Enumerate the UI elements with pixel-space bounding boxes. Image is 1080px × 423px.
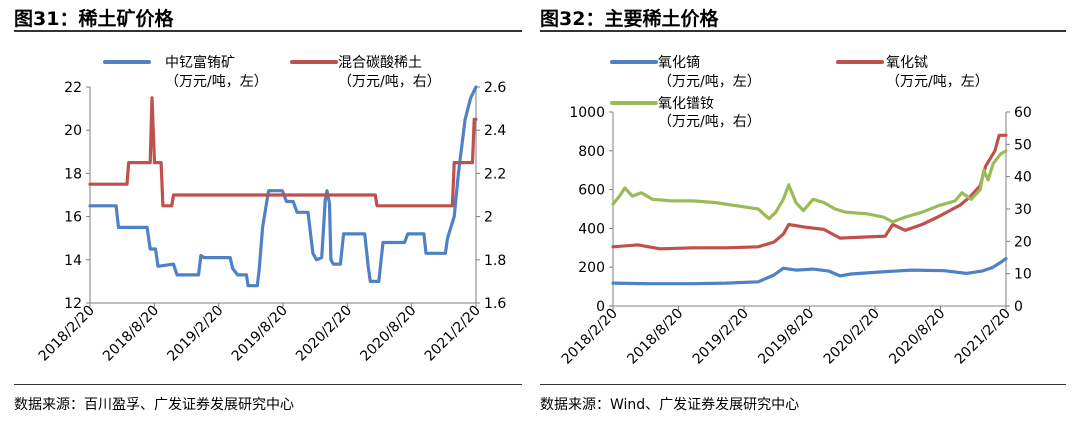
y-tick-label-right: 0 bbox=[1014, 299, 1023, 315]
x-tick-label: 2020/8/20 bbox=[357, 303, 419, 365]
y-tick-label-right: 2.2 bbox=[484, 166, 506, 182]
source-note: 数据来源：Wind、广发证券发展研究中心 bbox=[540, 397, 800, 413]
x-tick-label: 2019/2/20 bbox=[164, 303, 226, 365]
series-line bbox=[611, 149, 1008, 224]
series-line bbox=[88, 85, 478, 288]
x-tick-label: 2021/2/20 bbox=[952, 306, 1014, 368]
y-tick-label-right: 1.6 bbox=[484, 296, 506, 312]
y-tick-label-left: 22 bbox=[64, 80, 82, 96]
series-line bbox=[611, 133, 1008, 251]
x-tick-label: 2020/2/20 bbox=[293, 303, 355, 365]
y-tick-label-left: 0 bbox=[596, 299, 605, 315]
y-tick-label-left: 200 bbox=[578, 260, 605, 276]
legend-label: 混合碳酸稀土 bbox=[338, 55, 422, 71]
legend-unit: （万元/吨，右） bbox=[338, 74, 441, 90]
y-tick-label-left: 600 bbox=[578, 183, 605, 199]
x-tick-label: 2020/2/20 bbox=[821, 306, 883, 368]
x-tick-label: 2019/2/20 bbox=[690, 306, 752, 368]
legend-unit: （万元/吨，左） bbox=[165, 74, 268, 90]
x-tick-label: 2021/2/20 bbox=[422, 303, 484, 365]
x-tick-label: 2020/8/20 bbox=[886, 306, 948, 368]
chart-title: 图32：主要稀土价格 bbox=[540, 8, 719, 30]
y-tick-label-right: 20 bbox=[1014, 234, 1032, 250]
source-rule bbox=[14, 384, 522, 385]
left-panel: 图31：稀土矿价格 数据来源：百川盈孚、广发证券发展研究中心 bbox=[14, 0, 524, 423]
legend-label: 中钇富铕矿 bbox=[165, 54, 235, 71]
y-tick-label-left: 12 bbox=[64, 296, 82, 312]
source-rule bbox=[540, 384, 1066, 385]
x-tick-label: 2018/8/20 bbox=[624, 306, 686, 368]
x-tick-label: 2019/8/20 bbox=[229, 303, 291, 365]
y-tick-label-right: 40 bbox=[1014, 170, 1032, 186]
legend-unit: （万元/吨，左） bbox=[886, 74, 989, 90]
y-tick-label-right: 50 bbox=[1014, 137, 1032, 153]
y-tick-label-left: 14 bbox=[64, 253, 82, 269]
y-tick-label-left: 16 bbox=[64, 210, 82, 226]
y-tick-label-right: 2.6 bbox=[484, 80, 506, 96]
legend-unit: （万元/吨，右） bbox=[658, 114, 761, 130]
chart-title: 图31：稀土矿价格 bbox=[14, 8, 174, 30]
x-tick-label: 2018/2/20 bbox=[559, 306, 621, 368]
y-tick-label-right: 10 bbox=[1014, 267, 1032, 283]
title-rule bbox=[14, 30, 522, 32]
source-note: 数据来源：百川盈孚、广发证券发展研究中心 bbox=[14, 397, 294, 413]
series-line bbox=[88, 96, 478, 208]
x-tick-label: 2018/8/20 bbox=[100, 303, 162, 365]
legend-label: 氧化镨钕 bbox=[658, 96, 714, 112]
legend-label: 氧化铽 bbox=[886, 55, 928, 71]
right-panel: 图32：主要稀土价格 数据来源：Wind、广发证券发展研究中心 bbox=[540, 0, 1068, 423]
y-tick-label-left: 18 bbox=[64, 166, 82, 182]
legend-unit: （万元/吨，左） bbox=[658, 74, 761, 90]
y-tick-label-left: 800 bbox=[578, 144, 605, 160]
title-rule bbox=[540, 30, 1066, 32]
y-tick-label-left: 20 bbox=[64, 123, 82, 139]
y-tick-label-right: 2.4 bbox=[484, 123, 506, 139]
y-tick-label-right: 30 bbox=[1014, 202, 1032, 218]
y-tick-label-right: 60 bbox=[1014, 105, 1032, 121]
series-line bbox=[611, 256, 1008, 286]
y-tick-label-left: 400 bbox=[578, 221, 605, 237]
legend-label: 氧化镝 bbox=[658, 54, 700, 71]
y-tick-label-left: 1000 bbox=[569, 105, 605, 121]
y-tick-label-right: 1.8 bbox=[484, 253, 506, 269]
y-tick-label-right: 2 bbox=[484, 210, 493, 226]
x-tick-label: 2019/8/20 bbox=[755, 306, 817, 368]
